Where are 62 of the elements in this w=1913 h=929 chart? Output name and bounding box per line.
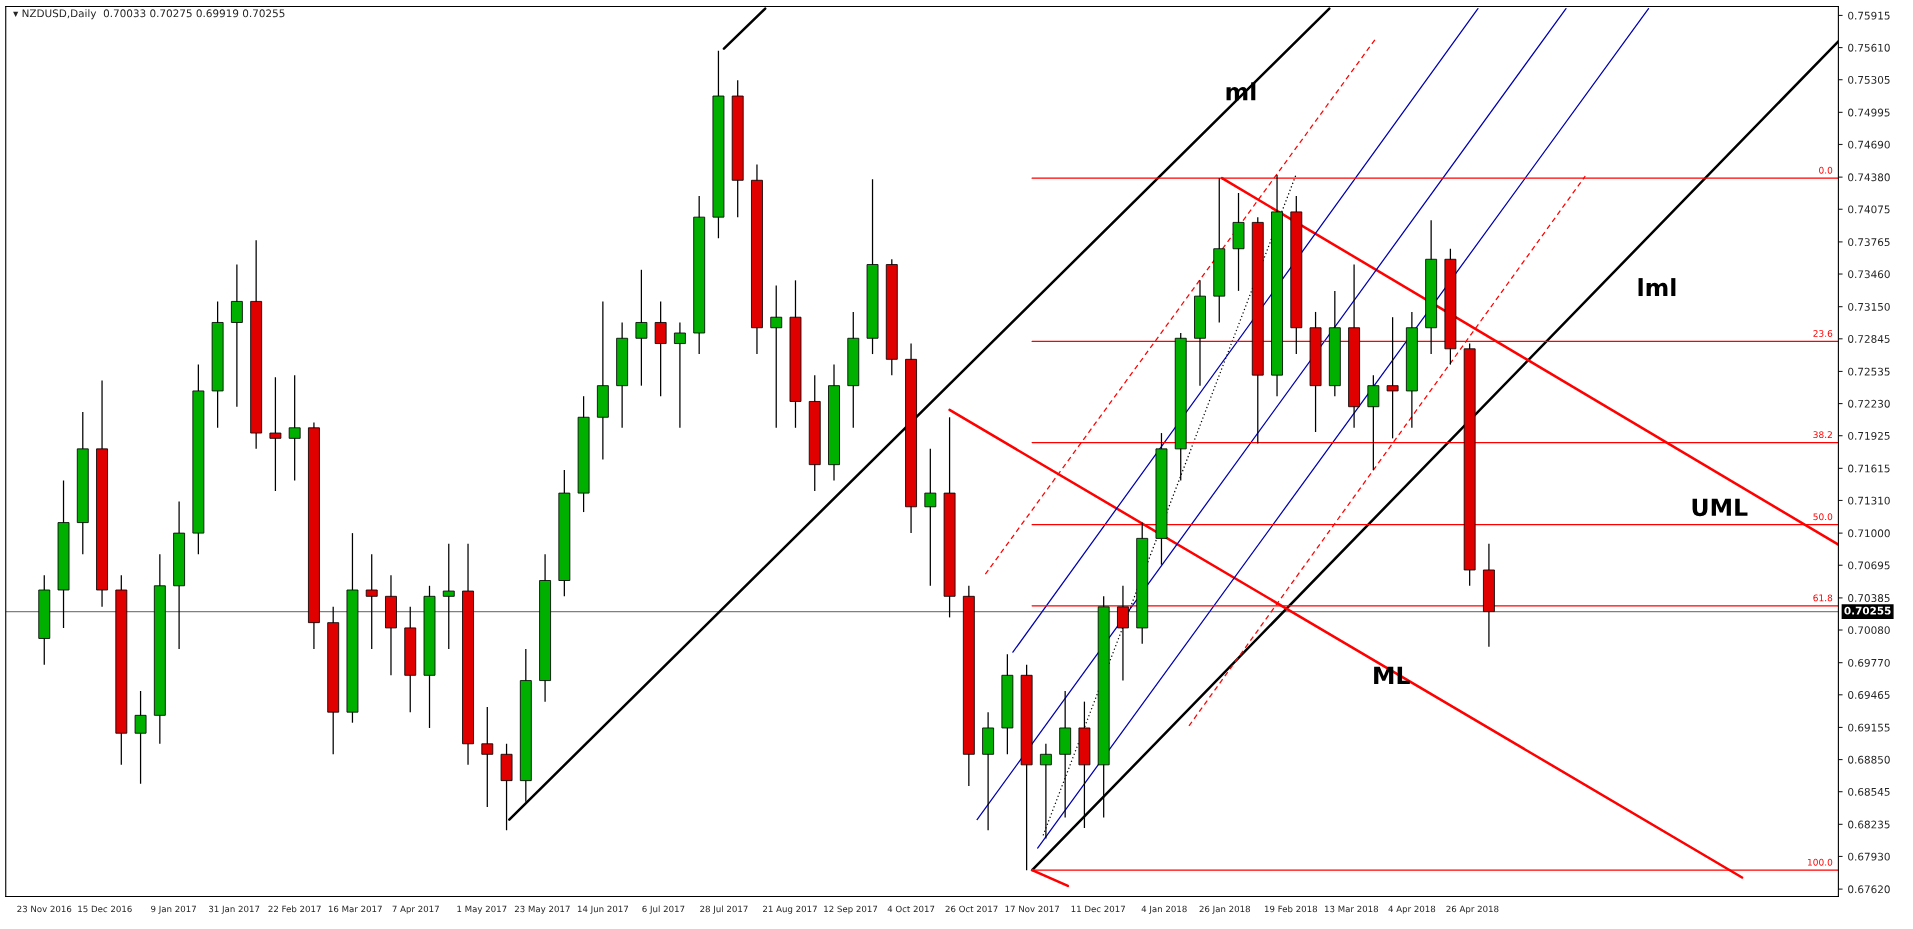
ref-line-label: 0.70255 [1844, 606, 1891, 615]
x-tick-label: 1 May 2017 [457, 905, 507, 914]
y-tick-label: 0.71310 [1848, 496, 1890, 505]
chart-title: ▾ NZDUSD,Daily 0.70033 0.70275 0.69919 0.70255 [13, 9, 285, 20]
y-tick-label: 0.71925 [1848, 431, 1890, 440]
series-label: 38.2 [1813, 431, 1832, 439]
y-tick-label: 0.70385 [1848, 594, 1890, 602]
y-tick-label: 0.74075 [1848, 205, 1890, 214]
x-tick-label: 17 Nov 2017 [1005, 905, 1059, 913]
y-tick-label: 0.73150 [1848, 302, 1890, 311]
x-tick-label: 31 Jan 2017 [208, 905, 260, 914]
x-tick-label: 12 Sep 2017 [824, 905, 878, 914]
series-label: 100.0 [1807, 858, 1833, 866]
y-tick-label: 0.72845 [1848, 335, 1890, 343]
x-tick-label: 22 Feb 2017 [268, 905, 321, 913]
y-tick-label: 0.68235 [1848, 820, 1890, 829]
y-tick-label: 0.73460 [1848, 270, 1890, 279]
y-tick-label: 0.75610 [1848, 43, 1890, 52]
y-tick-label: 0.69155 [1848, 723, 1890, 732]
x-tick-label: 4 Apr 2018 [1388, 905, 1436, 914]
y-tick-label: 0.75915 [1848, 11, 1890, 20]
series-label: 61.8 [1813, 594, 1833, 602]
x-tick-label: 6 Jul 2017 [642, 905, 685, 914]
x-tick-label: 28 Jul 2017 [700, 905, 748, 914]
series-label: 0.0 [1819, 166, 1833, 174]
x-tick-label: 23 May 2017 [514, 905, 570, 914]
x-tick-label: 19 Feb 2018 [1264, 905, 1317, 913]
y-tick-label: 0.70080 [1848, 626, 1890, 635]
series-label: 50.0 [1813, 513, 1833, 521]
y-tick-label: 0.67930 [1848, 852, 1890, 861]
x-tick-label: 26 Apr 2018 [1446, 905, 1499, 914]
y-tick-label: 0.69770 [1848, 658, 1890, 667]
x-tick-label: 16 Mar 2017 [328, 905, 382, 913]
series-label: 23.6 [1813, 330, 1833, 337]
y-tick-label: 0.74380 [1848, 173, 1890, 182]
y-tick-label: 0.68850 [1848, 755, 1890, 764]
y-tick-label: 0.70695 [1848, 561, 1890, 570]
x-tick-label: 11 Dec 2017 [1071, 905, 1125, 913]
x-tick-label: 15 Dec 2016 [78, 905, 132, 913]
x-tick-label: 4 Oct 2017 [887, 905, 935, 913]
y-tick-label: 0.74690 [1848, 140, 1890, 149]
y-tick-label: 0.71615 [1848, 464, 1890, 473]
x-tick-label: 9 Jan 2017 [151, 905, 196, 914]
x-tick-label: 26 Oct 2017 [945, 905, 998, 913]
x-tick-label: 13 Mar 2018 [1324, 905, 1379, 913]
annotation: UML [1692, 498, 1748, 517]
y-tick-label: 0.68545 [1848, 787, 1890, 796]
annotation: lml [1638, 278, 1676, 297]
x-tick-label: 14 Jun 2017 [577, 905, 629, 914]
x-tick-label: 21 Aug 2017 [763, 905, 817, 914]
y-tick-label: 0.67620 [1848, 885, 1890, 894]
x-tick-label: 4 Jan 2018 [1141, 905, 1187, 914]
x-tick-label: 7 Apr 2017 [392, 905, 439, 914]
x-tick-label: 26 Jan 2018 [1199, 905, 1250, 914]
x-tick-label: 23 Nov 2016 [17, 905, 72, 913]
y-tick-label: 0.75305 [1848, 75, 1890, 84]
y-tick-label: 0.71000 [1848, 529, 1890, 538]
y-tick-label: 0.72230 [1848, 399, 1890, 408]
y-tick-label: 0.69465 [1848, 691, 1890, 699]
y-tick-label: 0.72535 [1848, 367, 1890, 376]
y-tick-label: 0.73765 [1848, 238, 1890, 247]
y-tick-label: 0.74995 [1848, 108, 1890, 117]
